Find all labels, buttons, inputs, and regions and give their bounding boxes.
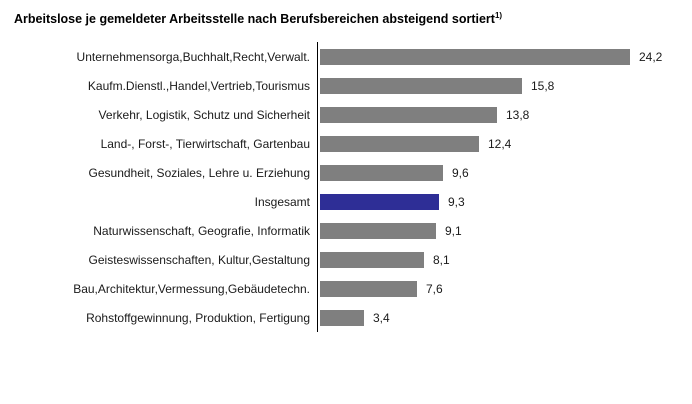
category-label: Geisteswissenschaften, Kultur,Gestaltung — [88, 252, 310, 267]
category-label: Kaufm.Dienstl.,Handel,Vertrieb,Tourismus — [87, 78, 310, 93]
value-label: 7,6 — [426, 281, 443, 296]
bar-row: Geisteswissenschaften, Kultur,Gestaltung… — [14, 245, 682, 274]
value-label: 9,6 — [452, 165, 469, 180]
plot-area: 9,1 — [317, 216, 682, 245]
value-label: 9,3 — [448, 194, 465, 209]
chart-title: Arbeitslose je gemeldeter Arbeitsstelle … — [14, 10, 682, 26]
bar-chart: Unternehmensorga,Buchhalt,Recht,Verwalt.… — [14, 42, 682, 332]
bar-row: Rohstoffgewinnung, Produktion, Fertigung… — [14, 303, 682, 332]
category-label: Verkehr, Logistik, Schutz und Sicherheit — [98, 107, 310, 122]
chart-title-text: Arbeitslose je gemeldeter Arbeitsstelle … — [14, 12, 495, 26]
bar — [320, 106, 497, 123]
category-label: Land-, Forst-, Tierwirtschaft, Gartenbau — [100, 136, 310, 151]
plot-area: 8,1 — [317, 245, 682, 274]
category-label: Unternehmensorga,Buchhalt,Recht,Verwalt. — [76, 49, 310, 64]
bar-highlight — [320, 193, 439, 210]
value-label: 8,1 — [433, 252, 450, 267]
category-label: Insgesamt — [254, 194, 310, 209]
category-label: Rohstoffgewinnung, Produktion, Fertigung — [86, 310, 310, 325]
plot-area: 9,6 — [317, 158, 682, 187]
plot-area: 12,4 — [317, 129, 682, 158]
bar — [320, 222, 436, 239]
value-label: 3,4 — [373, 310, 390, 325]
bar — [320, 164, 443, 181]
bar-row: Unternehmensorga,Buchhalt,Recht,Verwalt.… — [14, 42, 682, 71]
bar — [320, 135, 479, 152]
bar-row: Verkehr, Logistik, Schutz und Sicherheit… — [14, 100, 682, 129]
bar-row: Kaufm.Dienstl.,Handel,Vertrieb,Tourismus… — [14, 71, 682, 100]
value-label: 12,4 — [488, 136, 512, 151]
plot-area: 3,4 — [317, 303, 682, 332]
footnote-marker: 1) — [494, 10, 503, 20]
bar-row: Naturwissenschaft, Geografie, Informatik… — [14, 216, 682, 245]
plot-area: 9,3 — [317, 187, 682, 216]
bar — [320, 48, 630, 65]
category-label: Bau,Architektur,Vermessung,Gebäudetechn. — [73, 281, 310, 296]
category-label: Naturwissenschaft, Geografie, Informatik — [93, 223, 310, 238]
plot-area: 13,8 — [317, 100, 682, 129]
bar-row: Bau,Architektur,Vermessung,Gebäudetechn.… — [14, 274, 682, 303]
value-label: 15,8 — [531, 78, 555, 93]
value-label: 13,8 — [506, 107, 530, 122]
value-label: 9,1 — [445, 223, 462, 238]
bar — [320, 280, 417, 297]
plot-area: 24,2 — [317, 42, 682, 71]
plot-area: 7,6 — [317, 274, 682, 303]
bar — [320, 77, 522, 94]
category-label: Gesundheit, Soziales, Lehre u. Erziehung — [88, 165, 310, 180]
bar-row: Gesundheit, Soziales, Lehre u. Erziehung… — [14, 158, 682, 187]
bar — [320, 251, 424, 268]
plot-area: 15,8 — [317, 71, 682, 100]
value-label: 24,2 — [639, 49, 663, 64]
bar — [320, 309, 364, 326]
bar-row: Land-, Forst-, Tierwirtschaft, Gartenbau… — [14, 129, 682, 158]
bar-row: Insgesamt 9,3 — [14, 187, 682, 216]
